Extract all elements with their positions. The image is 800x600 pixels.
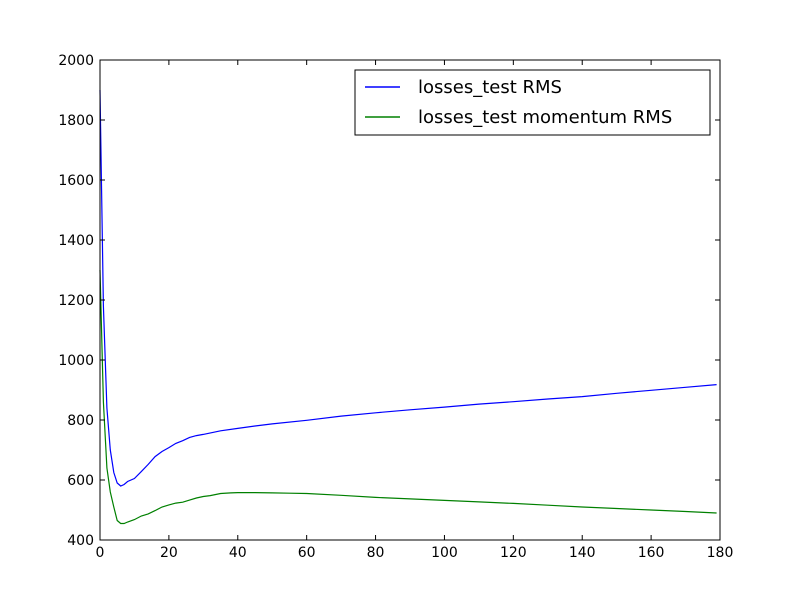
series-line-1: [99, 89, 717, 487]
x-tick-label: 140: [569, 545, 596, 561]
series-layer: [99, 89, 717, 525]
x-tick-label: 20: [160, 545, 178, 561]
x-tick-label: 180: [707, 545, 734, 561]
legend-box: [354, 69, 711, 136]
x-tick-label: 120: [500, 545, 527, 561]
legend-label-2: losses_test momentum RMS: [418, 107, 672, 128]
series-line-2: [99, 269, 717, 525]
legend: losses_test RMS losses_test momentum RMS: [354, 69, 711, 136]
y-tick-label: 1000: [58, 353, 94, 369]
y-tick-label: 2000: [58, 53, 94, 69]
y-tick-label: 1600: [58, 173, 94, 189]
x-tick-label: 80: [367, 545, 385, 561]
y-tick-label: 600: [67, 473, 94, 489]
x-tick-label: 0: [96, 545, 105, 561]
x-tick-label: 160: [638, 545, 665, 561]
x-tick-label: 40: [229, 545, 247, 561]
y-tick-label: 400: [67, 533, 94, 549]
legend-label-1: losses_test RMS: [418, 77, 562, 98]
tick-layer: 0 20 40 60 80 100 120 140 160 180 400 600 800 1000 120…: [58, 53, 733, 561]
x-tick-label: 60: [298, 545, 316, 561]
x-tick-label: 100: [431, 545, 458, 561]
y-tick-label: 1800: [58, 113, 94, 129]
y-tick-label: 800: [67, 413, 94, 429]
y-tick-label: 1400: [58, 233, 94, 249]
y-tick-label: 1200: [58, 293, 94, 309]
